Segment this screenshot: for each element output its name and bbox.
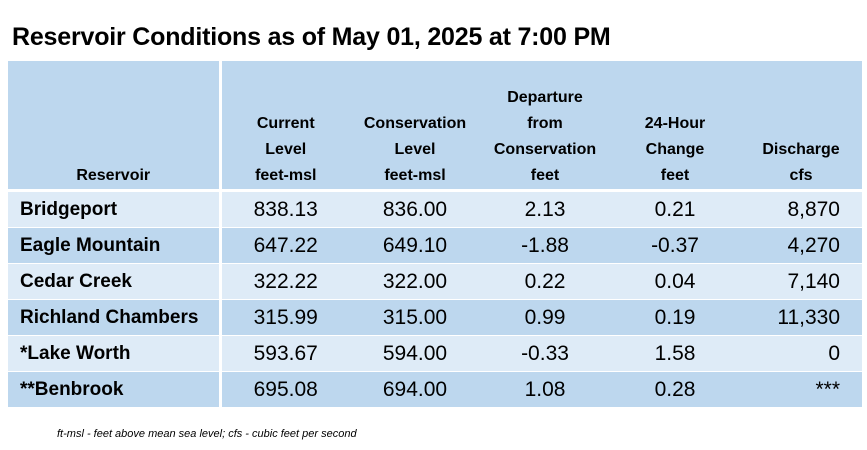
departure-value: 1.08 <box>480 371 610 408</box>
current-level-value: 593.67 <box>220 335 350 372</box>
column-header-current-level: Current Level feet-msl <box>220 61 350 191</box>
current-level-value: 647.22 <box>220 227 350 264</box>
column-header-departure: Departure from Conservation feet <box>480 61 610 191</box>
reservoir-name: Cedar Creek <box>8 263 222 300</box>
discharge-value: *** <box>740 371 862 408</box>
column-header-24-hour-change: 24-Hour Change feet <box>610 61 740 191</box>
reservoir-table: Reservoir Current Level feet-msl Conserv… <box>8 61 862 408</box>
discharge-value: 7,140 <box>740 263 862 300</box>
reservoir-name: **Benbrook <box>8 371 222 408</box>
discharge-value: 11,330 <box>740 299 862 336</box>
column-header-line: feet <box>530 167 560 184</box>
change-value: 0.04 <box>610 263 740 300</box>
departure-value: 2.13 <box>480 190 610 228</box>
table-row: Richland Chambers 315.99 315.00 0.99 0.1… <box>8 299 862 336</box>
discharge-value: 0 <box>740 335 862 372</box>
column-header-line: from <box>527 115 563 132</box>
reservoir-name: *Lake Worth <box>8 335 222 372</box>
conservation-level-value: 836.00 <box>350 190 480 228</box>
current-level-value: 322.22 <box>220 263 350 300</box>
discharge-value: 8,870 <box>740 190 862 228</box>
change-value: 1.58 <box>610 335 740 372</box>
change-value: 0.21 <box>610 190 740 228</box>
change-value: -0.37 <box>610 227 740 264</box>
column-header-line: Change <box>645 141 705 158</box>
conservation-level-value: 649.10 <box>350 227 480 264</box>
departure-value: 0.22 <box>480 263 610 300</box>
column-header-line: feet <box>660 167 690 184</box>
departure-value: -1.88 <box>480 227 610 264</box>
column-header-line: Reservoir <box>76 167 151 184</box>
table-row: Eagle Mountain 647.22 649.10 -1.88 -0.37… <box>8 227 862 264</box>
column-header-reservoir: Reservoir <box>8 61 222 191</box>
conservation-level-value: 594.00 <box>350 335 480 372</box>
reservoir-name: Bridgeport <box>8 190 222 228</box>
conservation-level-value: 322.00 <box>350 263 480 300</box>
footnote: ft-msl - feet above mean sea level; cfs … <box>57 428 357 440</box>
discharge-value: 4,270 <box>740 227 862 264</box>
conservation-level-value: 315.00 <box>350 299 480 336</box>
current-level-value: 838.13 <box>220 190 350 228</box>
current-level-value: 315.99 <box>220 299 350 336</box>
column-header-line: 24-Hour <box>644 115 706 132</box>
column-header-line: Level <box>265 141 307 158</box>
departure-value: 0.99 <box>480 299 610 336</box>
column-header-line: feet-msl <box>255 167 317 184</box>
departure-value: -0.33 <box>480 335 610 372</box>
column-header-line: cfs <box>789 167 813 184</box>
reservoir-name: Eagle Mountain <box>8 227 222 264</box>
current-level-value: 695.08 <box>220 371 350 408</box>
table-header-row: Reservoir Current Level feet-msl Conserv… <box>8 61 862 191</box>
page-title: Reservoir Conditions as of May 01, 2025 … <box>12 23 611 51</box>
change-value: 0.19 <box>610 299 740 336</box>
table-row: Cedar Creek 322.22 322.00 0.22 0.04 7,14… <box>8 263 862 300</box>
column-header-line: feet-msl <box>384 167 446 184</box>
column-header-line: Current <box>256 115 315 132</box>
change-value: 0.28 <box>610 371 740 408</box>
column-header-line: Discharge <box>762 141 840 158</box>
conservation-level-value: 694.00 <box>350 371 480 408</box>
column-header-line: Conservation <box>493 141 597 158</box>
column-header-discharge: Discharge cfs <box>740 61 862 191</box>
column-header-line: Level <box>394 141 436 158</box>
column-header-conservation-level: Conservation Level feet-msl <box>350 61 480 191</box>
table-row: **Benbrook 695.08 694.00 1.08 0.28 *** <box>8 371 862 408</box>
reservoir-name: Richland Chambers <box>8 299 222 336</box>
column-header-line: Departure <box>507 89 583 106</box>
table-row: Bridgeport 838.13 836.00 2.13 0.21 8,870 <box>8 190 862 228</box>
table-row: *Lake Worth 593.67 594.00 -0.33 1.58 0 <box>8 335 862 372</box>
column-header-line: Conservation <box>363 115 467 132</box>
